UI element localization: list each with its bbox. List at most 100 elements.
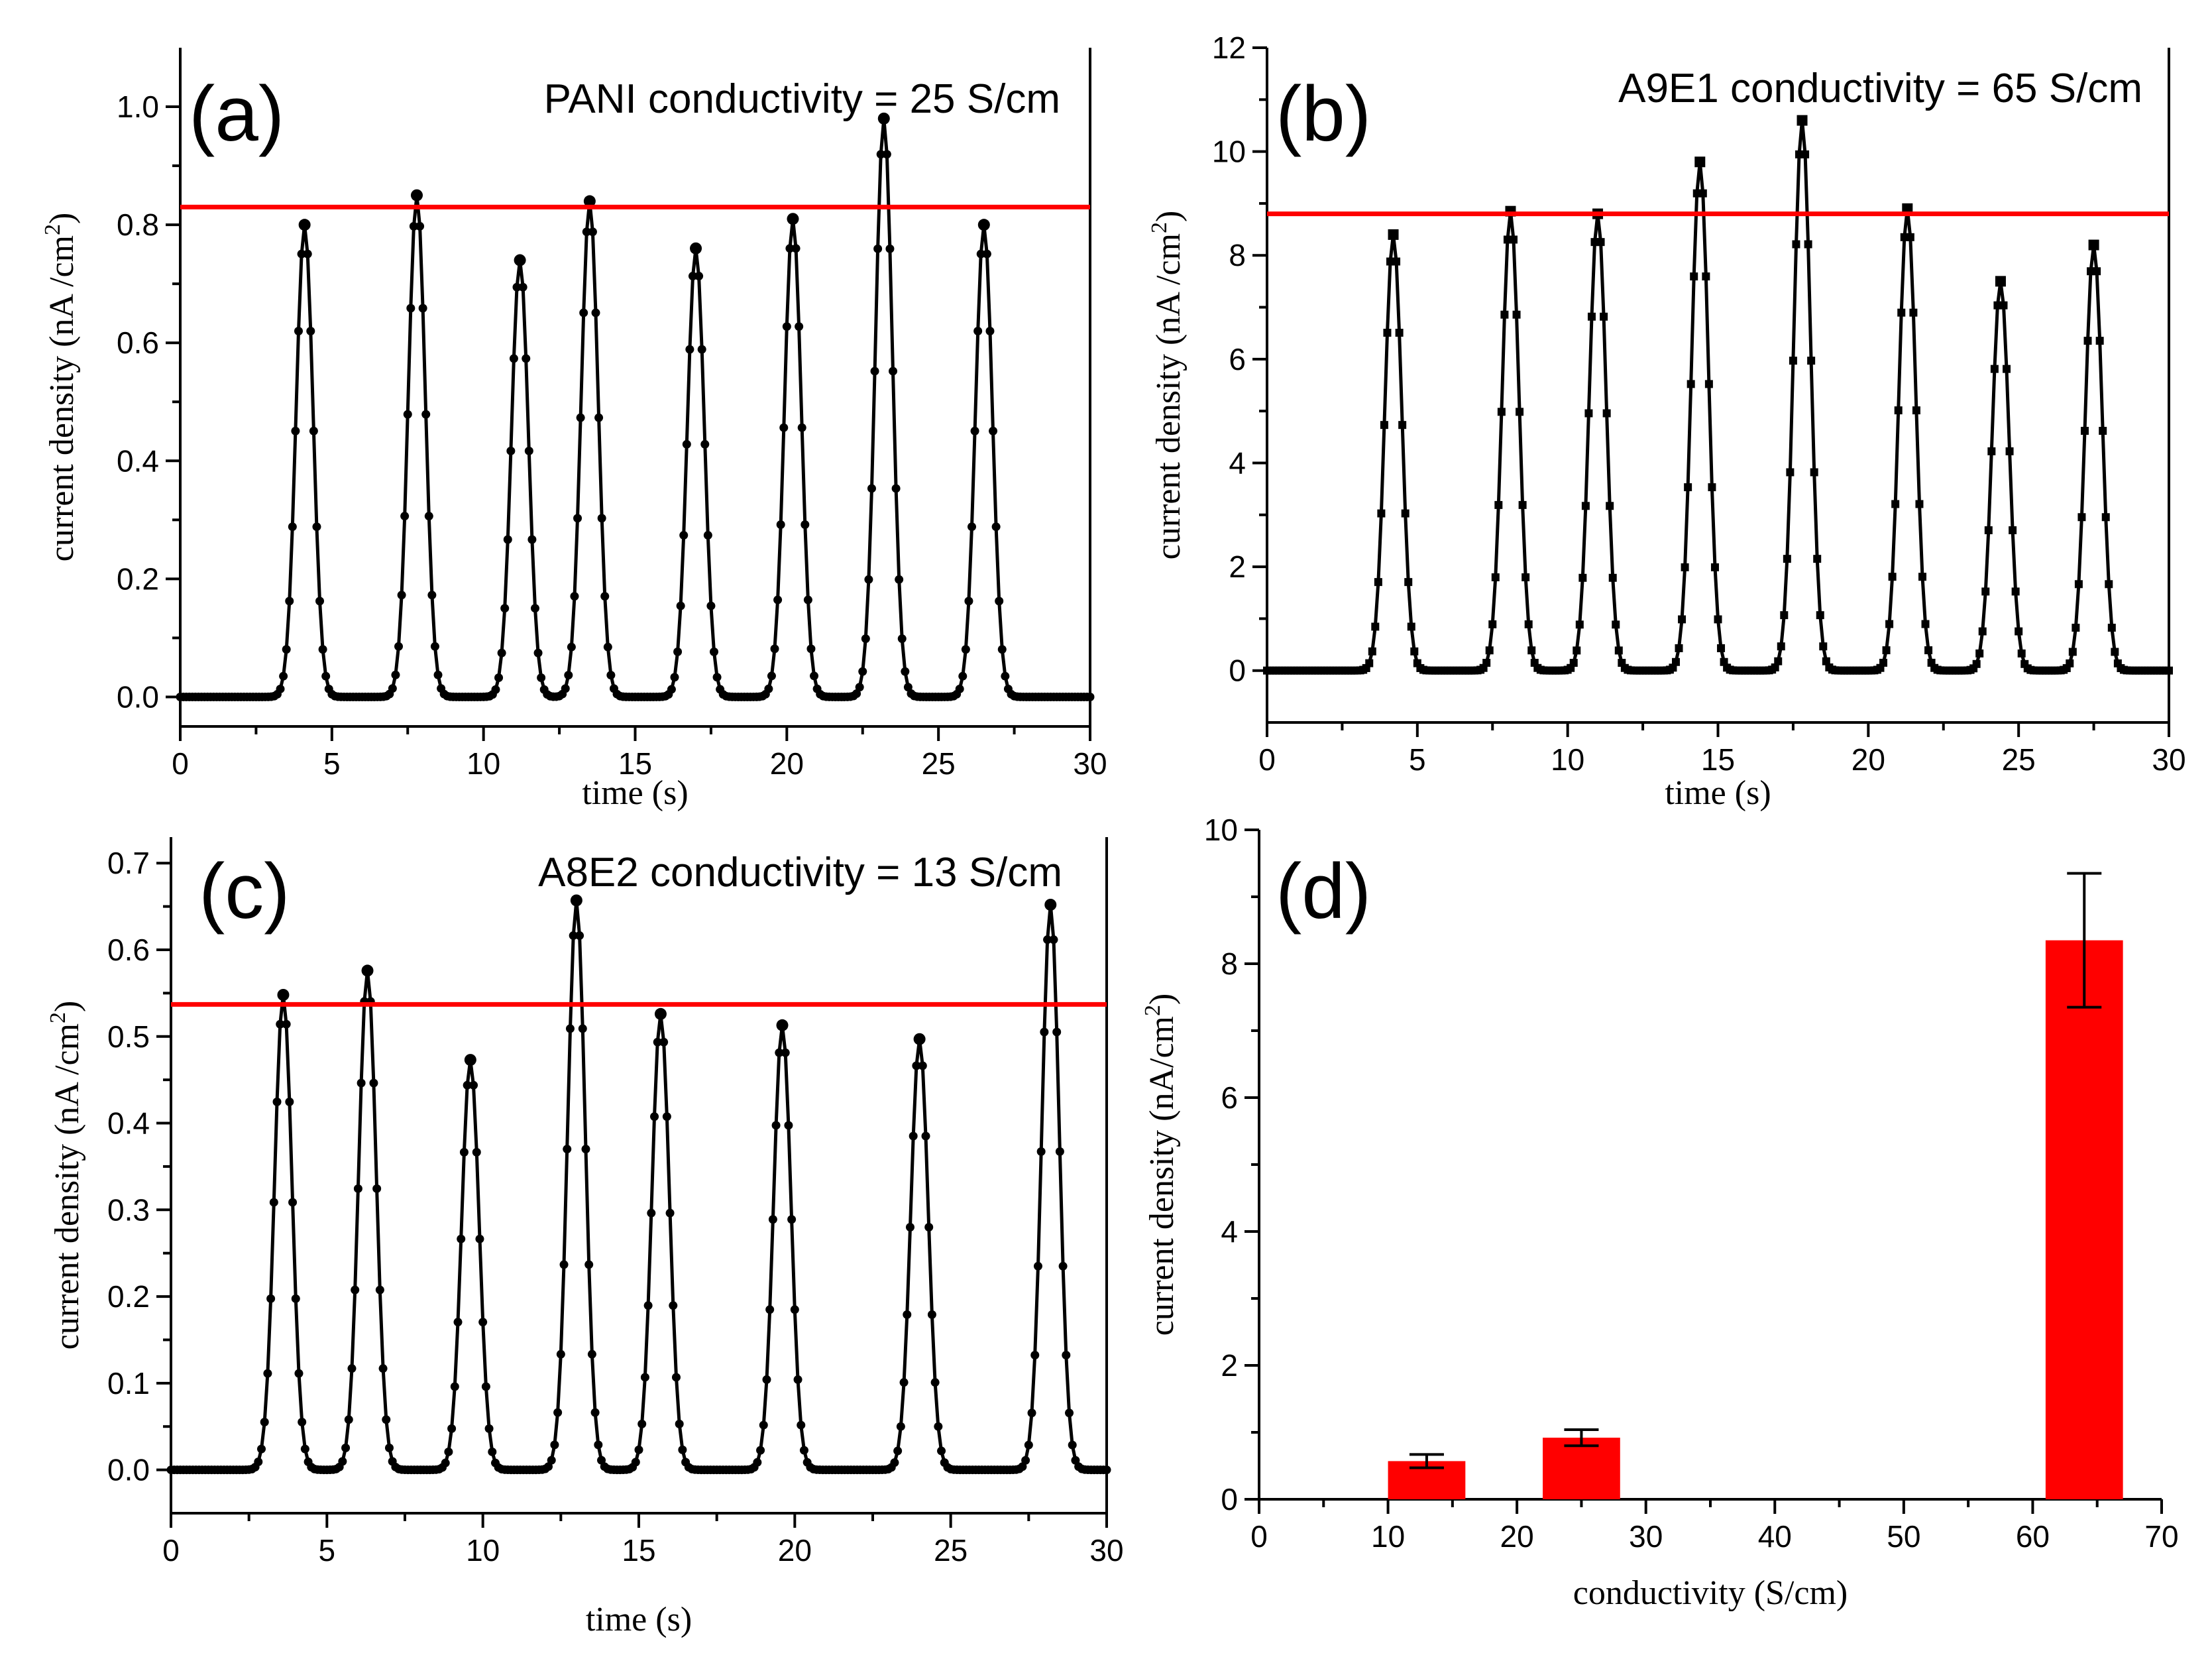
data-point — [384, 1444, 394, 1453]
peak-point — [410, 189, 423, 201]
data-point — [637, 1419, 647, 1428]
data-point — [782, 322, 791, 331]
x-tick-label: 0 — [162, 1533, 180, 1568]
data-point — [1807, 357, 1816, 365]
panel-label: (c) — [199, 848, 290, 935]
x-tick-label: 20 — [1852, 742, 1885, 777]
data-point — [1675, 644, 1683, 652]
data-point — [430, 642, 439, 651]
data-point — [1503, 235, 1512, 244]
data-point — [2003, 365, 2011, 373]
y-tick-label: 0 — [1229, 654, 1246, 688]
data-point — [1036, 1147, 1046, 1156]
data-point — [285, 1097, 294, 1106]
data-point — [533, 648, 543, 658]
data-point — [588, 227, 597, 237]
data-point — [976, 249, 985, 258]
x-tick-label: 5 — [323, 746, 341, 781]
data-point — [759, 1420, 768, 1430]
data-point — [388, 684, 397, 693]
data-point — [378, 1364, 388, 1373]
data-point — [855, 683, 864, 692]
data-point — [1043, 935, 1052, 945]
data-point — [1021, 1456, 1030, 1465]
data-point — [1990, 365, 1999, 373]
x-axis-title: time (s) — [586, 1601, 692, 1638]
data-point — [858, 667, 867, 676]
data-point — [899, 1378, 909, 1387]
y-axis-title-end: ) — [48, 1001, 86, 1012]
data-point — [921, 1131, 930, 1141]
panel-label: (b) — [1276, 70, 1371, 158]
data-point — [685, 345, 694, 354]
data-point — [469, 1080, 478, 1090]
y-tick-label: 0.6 — [117, 325, 159, 360]
data-point — [375, 1285, 384, 1294]
data-point — [563, 1145, 572, 1154]
data-point — [530, 604, 539, 613]
data-point — [795, 322, 804, 331]
data-point — [2009, 526, 2017, 534]
x-axis-title: time (s) — [582, 774, 688, 812]
data-point — [597, 1456, 606, 1465]
data-point — [1684, 483, 1692, 492]
data-point — [478, 1318, 488, 1327]
panel-d: 0 10 20 30 40 50 60 70 0 2 4 6 8 10 conductivity (S/cm… — [1140, 813, 2179, 1612]
data-point — [781, 1048, 790, 1057]
peak-point — [464, 1054, 476, 1066]
data-point — [518, 282, 527, 292]
data-point — [958, 671, 968, 681]
data-point — [579, 308, 588, 317]
peak-point — [2088, 239, 2099, 251]
data-point — [1395, 329, 1404, 337]
data-point — [667, 685, 676, 694]
data-point — [427, 591, 437, 600]
data-point — [594, 413, 604, 422]
data-point — [1771, 663, 1779, 671]
data-point — [357, 1078, 366, 1088]
data-point — [885, 244, 895, 253]
data-point — [1687, 380, 1695, 388]
data-point — [753, 1458, 762, 1467]
data-point — [1993, 301, 2002, 310]
data-point — [882, 150, 891, 159]
y-tick-label: 0.6 — [107, 933, 150, 967]
data-point — [285, 597, 294, 606]
data-point — [1030, 1351, 1040, 1360]
data-point — [500, 604, 510, 613]
data-point — [1578, 573, 1587, 582]
data-point — [1600, 312, 1608, 321]
data-point — [1702, 272, 1710, 281]
data-point — [591, 308, 600, 317]
data-point — [771, 1121, 781, 1130]
y-tick-label: 0.8 — [117, 207, 159, 242]
x-tick-label: 70 — [2144, 1519, 2178, 1554]
data-point — [927, 1310, 936, 1319]
data-point — [631, 1458, 640, 1467]
data-point — [353, 1184, 362, 1193]
data-point — [806, 644, 816, 654]
data-point — [1792, 240, 1800, 249]
y-tick-label: 1.0 — [117, 89, 159, 124]
data-point — [1033, 1261, 1042, 1271]
data-point — [1978, 627, 1987, 636]
data-point — [597, 514, 606, 523]
peak-point — [776, 1019, 789, 1031]
y-tick-label: 0.1 — [107, 1366, 150, 1401]
data-point — [1581, 502, 1590, 510]
data-point — [341, 1444, 351, 1453]
data-point — [394, 642, 404, 651]
data-point — [459, 1147, 469, 1157]
data-point — [1915, 500, 1924, 508]
data-point — [372, 1184, 382, 1193]
data-point — [2165, 666, 2173, 675]
data-point — [793, 1375, 802, 1384]
data-point — [1882, 646, 1891, 655]
x-tick-label: 5 — [319, 1533, 336, 1568]
data-point — [903, 1310, 912, 1319]
data-point — [421, 410, 431, 419]
data-point — [276, 1019, 285, 1029]
data-point — [852, 689, 861, 698]
data-point — [700, 439, 710, 449]
data-point — [970, 426, 979, 435]
